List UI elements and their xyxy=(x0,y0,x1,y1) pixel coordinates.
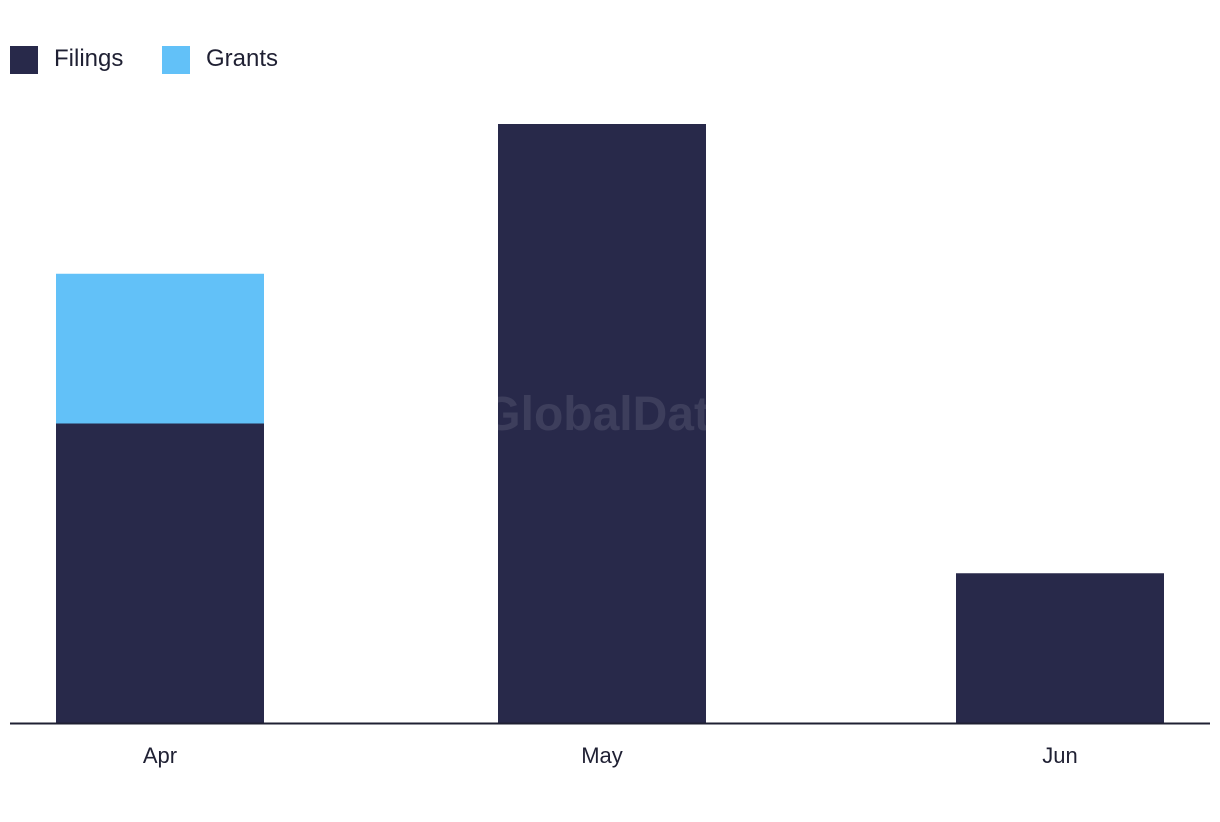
legend-swatch-grants xyxy=(162,46,190,74)
bar-grants-apr xyxy=(56,273,264,424)
bar-filings-jun xyxy=(956,573,1164,723)
x-tick-label-apr: Apr xyxy=(143,743,177,768)
legend-swatch-filings xyxy=(10,46,38,74)
legend: Filings Grants xyxy=(10,45,278,74)
legend-label-filings: Filings xyxy=(54,45,123,72)
x-tick-label-may: May xyxy=(581,743,623,768)
plot-area xyxy=(56,124,1164,723)
x-tick-label-jun: Jun xyxy=(1042,743,1077,768)
legend-label-grants: Grants xyxy=(206,45,278,72)
watermark: GlobalData xyxy=(483,388,737,441)
bar-filings-may xyxy=(498,124,706,723)
x-axis-ticks: Apr May Jun xyxy=(143,743,1078,768)
bar-filings-apr xyxy=(56,423,264,723)
